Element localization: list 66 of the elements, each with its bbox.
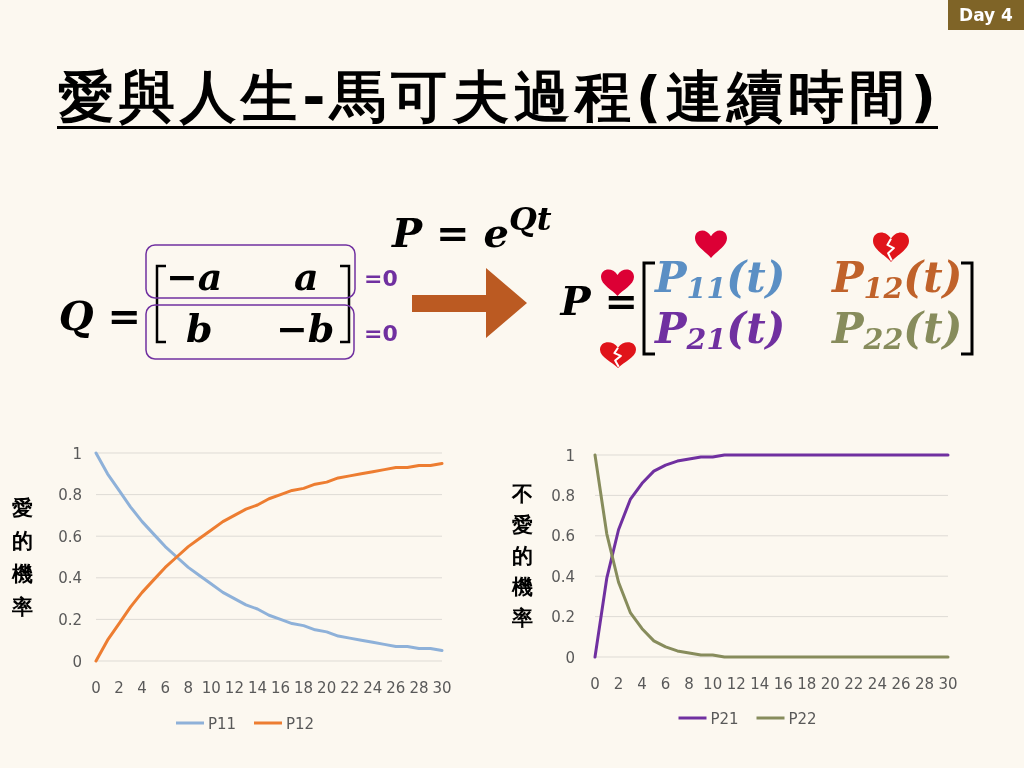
x-tick-label: 4 — [137, 679, 147, 697]
x-tick-label: 12 — [726, 675, 746, 693]
text: =0 — [364, 321, 398, 346]
text: P$_{11}$(t) — [654, 253, 786, 306]
x-tick-label: 20 — [820, 675, 840, 693]
y-tick-label: 0.4 — [58, 569, 82, 588]
text: 愛與人生-馬可夫過程(連續時間) — [58, 64, 936, 129]
x-tick-label: 26 — [891, 675, 911, 693]
x-tick-label: 0 — [590, 675, 600, 693]
x-tick-label: 8 — [684, 675, 694, 693]
y-tick-label: 0.2 — [551, 608, 575, 627]
x-tick-label: 26 — [386, 679, 406, 697]
x-tick-label: 14 — [750, 675, 770, 693]
x-tick-label: 4 — [637, 675, 647, 693]
text: P$_{22}$(t) — [831, 304, 963, 357]
x-tick-label: 18 — [294, 679, 314, 697]
legend-label: P21 — [710, 709, 739, 728]
x-tick-label: 28 — [914, 675, 935, 693]
y-tick-label: 0.4 — [551, 567, 575, 586]
text: P$_{12}$(t) — [831, 253, 963, 306]
y-tick-label: 0.8 — [58, 486, 82, 505]
text: =0 — [364, 266, 398, 291]
x-tick-label: 10 — [703, 675, 723, 693]
x-tick-label: 22 — [340, 679, 360, 697]
y-axis-title: 不愛的機率 — [510, 482, 533, 630]
y-tick-label: 0.6 — [58, 527, 82, 546]
text: P = — [559, 277, 638, 324]
x-tick-label: 16 — [773, 675, 793, 693]
y-tick-label: 0.6 — [551, 527, 575, 546]
x-tick-label: 16 — [270, 679, 291, 697]
legend-label: P22 — [788, 709, 817, 728]
text: P$_{21}$(t) — [654, 304, 786, 357]
legend-label: P12 — [286, 714, 315, 733]
x-tick-label: 10 — [201, 679, 221, 697]
x-tick-label: 30 — [938, 675, 958, 693]
text: −a — [166, 254, 223, 299]
x-tick-label: 24 — [867, 675, 887, 693]
line-series — [593, 453, 950, 659]
x-tick-label: 6 — [660, 675, 671, 693]
x-tick-label: 6 — [160, 679, 170, 697]
x-tick-label: 28 — [409, 679, 429, 697]
y-tick-label: 0.8 — [551, 486, 575, 505]
x-tick-label: 30 — [432, 679, 452, 697]
text: b — [186, 306, 213, 351]
x-tick-label: 2 — [613, 675, 624, 693]
text: P = e$^{Qt}$ — [391, 200, 552, 256]
x-tick-label: 18 — [797, 675, 817, 693]
x-tick-label: 22 — [844, 675, 864, 693]
x-tick-label: 0 — [91, 679, 101, 697]
y-tick-label: 1 — [565, 446, 575, 465]
legend-label: P11 — [208, 714, 237, 733]
text: Day 4 — [959, 5, 1014, 25]
y-axis-title: 愛的機率 — [10, 495, 33, 619]
x-tick-label: 12 — [224, 679, 244, 697]
y-tick-label: 0 — [565, 648, 575, 667]
text: Q = — [58, 292, 141, 339]
y-tick-label: 0.2 — [58, 610, 82, 629]
text: a — [294, 254, 319, 299]
text: −b — [276, 306, 335, 351]
x-tick-label: 14 — [247, 679, 268, 697]
x-tick-label: 20 — [317, 679, 337, 697]
x-tick-label: 2 — [114, 679, 124, 697]
x-tick-label: 24 — [363, 679, 383, 697]
y-tick-label: 1 — [72, 444, 82, 463]
x-tick-label: 8 — [183, 679, 194, 697]
y-tick-label: 0 — [72, 652, 82, 671]
